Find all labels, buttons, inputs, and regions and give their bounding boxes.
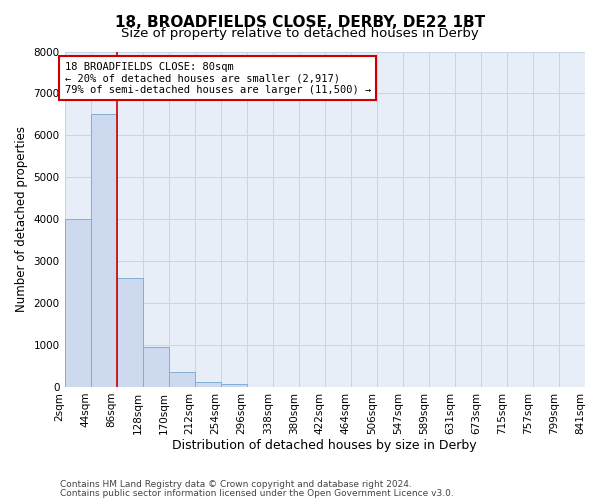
Bar [169, 372, 194, 387]
Y-axis label: Number of detached properties: Number of detached properties [15, 126, 28, 312]
X-axis label: Distribution of detached houses by size in Derby: Distribution of detached houses by size … [172, 440, 477, 452]
Text: 18, BROADFIELDS CLOSE, DERBY, DE22 1BT: 18, BROADFIELDS CLOSE, DERBY, DE22 1BT [115, 15, 485, 30]
Bar [116, 278, 143, 387]
Bar [194, 382, 221, 387]
Bar [91, 114, 116, 387]
Text: Contains public sector information licensed under the Open Government Licence v3: Contains public sector information licen… [60, 488, 454, 498]
Bar [143, 347, 169, 387]
Bar [65, 219, 91, 387]
Text: Size of property relative to detached houses in Derby: Size of property relative to detached ho… [121, 28, 479, 40]
Text: Contains HM Land Registry data © Crown copyright and database right 2024.: Contains HM Land Registry data © Crown c… [60, 480, 412, 489]
Bar [221, 384, 247, 387]
Text: 18 BROADFIELDS CLOSE: 80sqm
← 20% of detached houses are smaller (2,917)
79% of : 18 BROADFIELDS CLOSE: 80sqm ← 20% of det… [65, 62, 371, 95]
